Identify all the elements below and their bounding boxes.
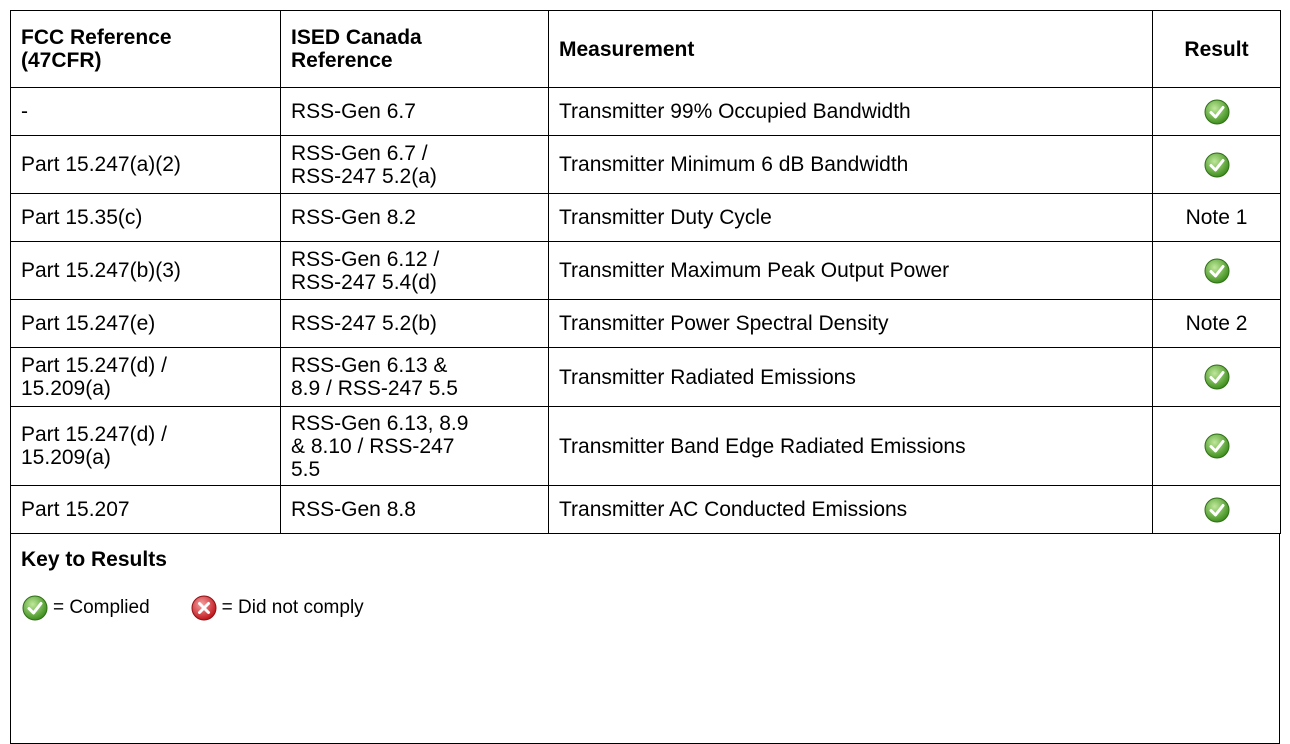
fcc-cell: Part 15.247(d) / 15.209(a) [10,406,281,486]
measurement-cell: Transmitter AC Conducted Emissions [548,485,1153,534]
complied-icon [22,595,48,621]
ised-cell: RSS-Gen 6.13 & 8.9 / RSS-247 5.5 [280,347,549,407]
ised-cell: RSS-Gen 8.8 [280,485,549,534]
table-row: Part 15.247(d) / 15.209(a) RSS-Gen 6.13 &… [10,347,1281,407]
table-row: Part 15.35(c) RSS-Gen 8.2 Transmitter Duty… [10,193,1281,242]
result-cell [1152,241,1281,300]
header-cell: ISED Canada Reference [280,10,549,88]
table-row: Part 15.247(a)(2) RSS-Gen 6.7 / RSS-247 5… [10,135,1281,194]
ised-cell: RSS-Gen 6.12 / RSS-247 5.4(d) [280,241,549,300]
key-legend: = Complied = Did not comply [21,594,1269,622]
header-cell: Measurement [548,10,1153,88]
complied-label: = Complied [53,597,150,618]
ised-cell: RSS-Gen 6.7 / RSS-247 5.2(a) [280,135,549,194]
complied-icon [1204,99,1229,124]
measurement-cell: Transmitter Minimum 6 dB Bandwidth [548,135,1153,194]
table-row: Part 15.247(b)(3) RSS-Gen 6.12 / RSS-247 … [10,241,1281,300]
ised-cell: RSS-247 5.2(b) [280,299,549,348]
complied-icon [1204,152,1229,177]
table-body: - RSS-Gen 6.7 Transmitter 99% Occupied Ban… [10,87,1281,534]
fcc-cell: Part 15.247(d) / 15.209(a) [10,347,281,407]
fcc-cell: Part 15.247(a)(2) [10,135,281,194]
complied-icon [1204,433,1229,459]
complied-icon [1204,258,1229,283]
measurement-cell: Transmitter Radiated Emissions [548,347,1153,407]
result-cell [1152,87,1281,136]
table-row: - RSS-Gen 6.7 Transmitter 99% Occupied Ban… [10,87,1281,136]
result-cell: Note 2 [1152,299,1281,348]
fcc-cell: Part 15.247(b)(3) [10,241,281,300]
complied-icon [1204,497,1229,522]
result-cell: Note 1 [1152,193,1281,242]
ised-cell: RSS-Gen 6.7 [280,87,549,136]
measurement-cell: Transmitter 99% Occupied Bandwidth [548,87,1153,136]
not-complied-icon [191,595,217,621]
measurement-cell: Transmitter Maximum Peak Output Power [548,241,1153,300]
table-row: Part 15.247(e) RSS-247 5.2(b) Transmitter … [10,299,1281,348]
result-cell [1152,406,1281,486]
table-row: Part 15.207 RSS-Gen 8.8 Transmitter AC Con… [10,485,1281,534]
results-table: FCC Reference (47CFR) ISED Canada Referen… [10,10,1281,534]
header-cell: Result [1152,10,1281,88]
header-row: FCC Reference (47CFR) ISED Canada Referen… [10,10,1281,88]
result-cell [1152,347,1281,407]
measurement-cell: Transmitter Band Edge Radiated Emissions [548,406,1153,486]
not-complied-label: = Did not comply [221,597,364,618]
ised-cell: RSS-Gen 8.2 [280,193,549,242]
measurement-cell: Transmitter Duty Cycle [548,193,1153,242]
key-title: Key to Results [21,548,167,571]
result-cell [1152,135,1281,194]
fcc-cell: - [10,87,281,136]
fcc-cell: Part 15.247(e) [10,299,281,348]
result-cell [1152,485,1281,534]
fcc-cell: Part 15.35(c) [10,193,281,242]
header-cell: FCC Reference (47CFR) [10,10,281,88]
table-row: Part 15.247(d) / 15.209(a) RSS-Gen 6.13, … [10,406,1281,486]
fcc-cell: Part 15.207 [10,485,281,534]
measurement-cell: Transmitter Power Spectral Density [548,299,1153,348]
ised-cell: RSS-Gen 6.13, 8.9 & 8.10 / RSS-247 5.5 [280,406,549,486]
results-table-block: FCC Reference (47CFR) ISED Canada Referen… [10,10,1281,744]
complied-icon [1204,364,1229,390]
key-section: Key to Results = Complied = Did not comp… [10,534,1280,744]
